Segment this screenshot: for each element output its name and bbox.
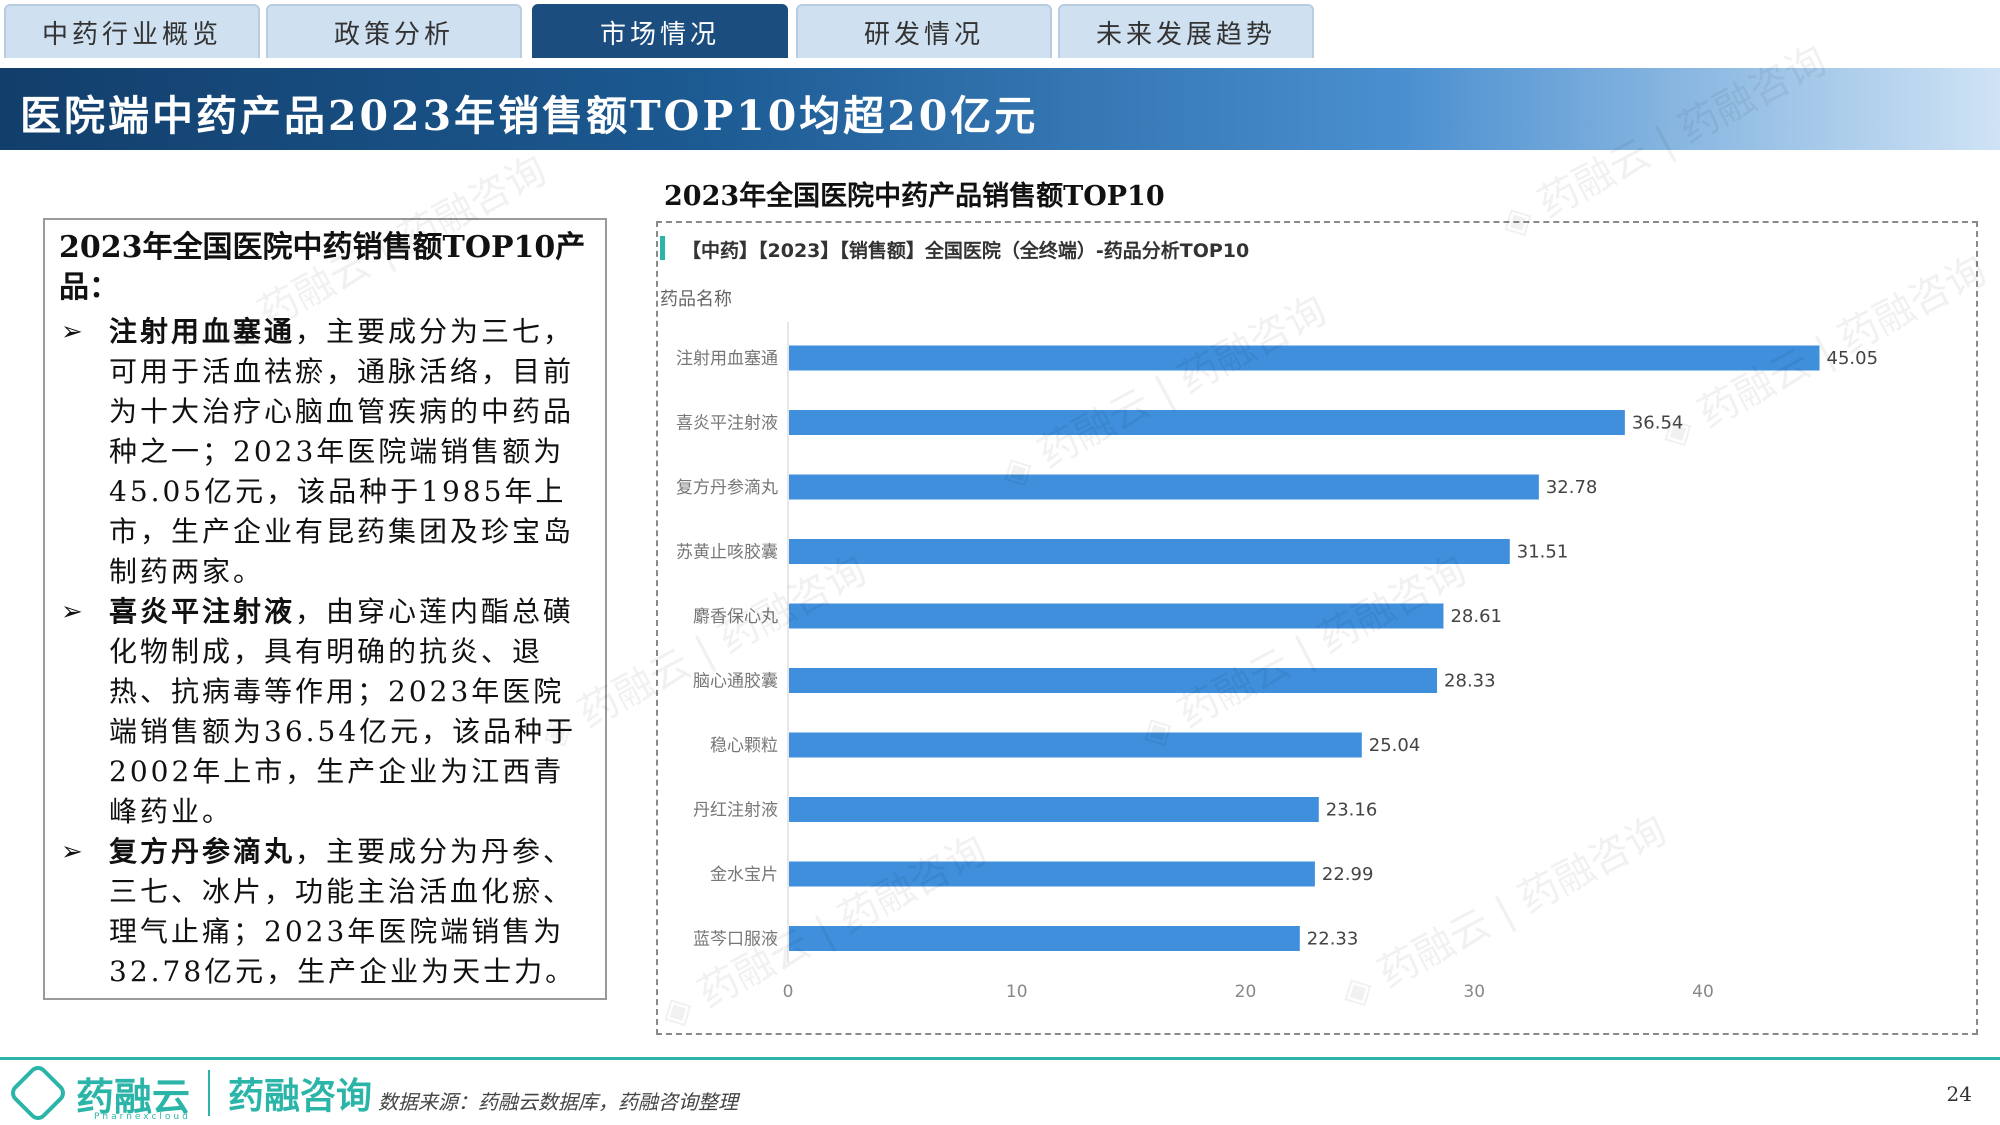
tab-industry-overview[interactable]: 中药行业概览 [4, 4, 260, 58]
tab-future-trends[interactable]: 未来发展趋势 [1058, 4, 1314, 58]
data-label: 36.54 [1632, 413, 1684, 434]
bar [789, 926, 1300, 951]
category-label: 麝香保心丸 [693, 607, 778, 627]
brand-logo: 药融云 Pharnexcloud 药融咨询 [6, 1061, 373, 1125]
product-name: 复方丹参滴丸 [109, 835, 296, 868]
x-tick-label: 0 [783, 982, 794, 1002]
data-label: 23.16 [1326, 800, 1378, 821]
x-tick-label: 10 [1006, 982, 1028, 1002]
arrow-bullet-icon: ➢ [61, 597, 86, 627]
chart-frame [656, 221, 1978, 1035]
logo-name: 药融云 [76, 1074, 191, 1119]
bar [789, 668, 1438, 693]
tab-bar: 中药行业概览 政策分析 市场情况 研发情况 未来发展趋势 [0, 0, 1320, 62]
product-description: ，主要成分为三七，可用于活血祛瘀，通脉活络，目前为十大治疗心脑血管疾病的中药品种… [109, 315, 575, 588]
category-label: 喜炎平注射液 [676, 414, 778, 434]
logo-consulting: 药融咨询 [228, 1076, 373, 1117]
product-name: 注射用血塞通 [109, 315, 296, 348]
category-label: 稳心颗粒 [710, 736, 778, 756]
category-label: 复方丹参滴丸 [676, 478, 778, 498]
tab-market-situation[interactable]: 市场情况 [532, 4, 788, 58]
summary-bullet: ➢ 喜炎平注射液，由穿心莲内酯总磺化物制成，具有明确的抗炎、退热、抗病毒等作用；… [59, 592, 595, 832]
title-banner: 医院端中药产品2023年销售额TOP10均超20亿元 [0, 68, 2000, 150]
data-label: 22.33 [1307, 929, 1359, 950]
category-label: 注射用血塞通 [676, 349, 778, 369]
data-label: 25.04 [1369, 735, 1421, 756]
data-source: 数据来源：药融云数据库，药融咨询整理 [378, 1090, 738, 1114]
title-marker [660, 236, 665, 260]
data-label: 45.05 [1827, 348, 1879, 369]
category-label: 脑心通胶囊 [693, 672, 778, 692]
arrow-bullet-icon: ➢ [61, 837, 86, 867]
bar-chart: 注射用血塞通 45.05 喜炎平注射液 36.54 复方丹参滴丸 32.78 苏黄止咳胶囊 3… [676, 322, 1879, 1002]
category-label: 丹红注射液 [693, 801, 778, 821]
chart-title: 【中药】【2023】【销售额】全国医院（全终端）-药品分析TOP10 [682, 240, 1250, 262]
page-number: 24 [1946, 1082, 1972, 1106]
logo-icon [6, 1061, 70, 1125]
summary-panel: 2023年全国医院中药销售额TOP10产品： ➢ 注射用血塞通，主要成分为三七，… [43, 218, 607, 1000]
x-tick-label: 20 [1235, 982, 1257, 1002]
chart-heading: 2023年全国医院中药产品销售额TOP10 [664, 181, 1165, 212]
category-label: 苏黄止咳胶囊 [676, 543, 778, 563]
data-label: 28.61 [1450, 606, 1502, 627]
x-tick-label: 30 [1463, 982, 1485, 1002]
category-label: 蓝芩口服液 [693, 930, 778, 950]
data-label: 28.33 [1444, 671, 1496, 692]
bar [789, 474, 1539, 500]
product-description: ，由穿心莲内酯总磺化物制成，具有明确的抗炎、退热、抗病毒等作用；2023年医院端… [109, 595, 577, 828]
logo-divider [208, 1070, 211, 1116]
arrow-bullet-icon: ➢ [61, 317, 86, 347]
bar [789, 732, 1362, 758]
footer-divider [0, 1057, 2000, 1060]
product-description: ，主要成分为丹参、三七、冰片，功能主治活血化瘀、理气止痛；2023年医院端销售为… [109, 835, 577, 988]
product-name: 喜炎平注射液 [109, 595, 296, 628]
tab-rnd-situation[interactable]: 研发情况 [796, 4, 1052, 58]
bar [789, 797, 1319, 822]
bar [789, 410, 1625, 435]
logo-subtitle: Pharnexcloud [94, 1112, 191, 1122]
y-axis-label: 药品名称 [660, 289, 732, 310]
bar [789, 539, 1510, 564]
data-label: 22.99 [1322, 864, 1374, 885]
x-tick-label: 40 [1692, 982, 1714, 1002]
summary-bullet: ➢ 复方丹参滴丸，主要成分为丹参、三七、冰片，功能主治活血化瘀、理气止痛；202… [59, 832, 595, 992]
data-label: 31.51 [1517, 542, 1569, 563]
bar [789, 603, 1444, 629]
tab-policy-analysis[interactable]: 政策分析 [266, 4, 522, 58]
bar [789, 861, 1315, 887]
category-label: 金水宝片 [710, 865, 778, 885]
bar [789, 345, 1820, 371]
page-title: 医院端中药产品2023年销售额TOP10均超20亿元 [20, 92, 1039, 140]
summary-bullet: ➢ 注射用血塞通，主要成分为三七，可用于活血祛瘀，通脉活络，目前为十大治疗心脑血… [59, 312, 595, 592]
data-label: 32.78 [1546, 477, 1598, 498]
summary-title: 2023年全国医院中药销售额TOP10产品： [59, 230, 586, 305]
